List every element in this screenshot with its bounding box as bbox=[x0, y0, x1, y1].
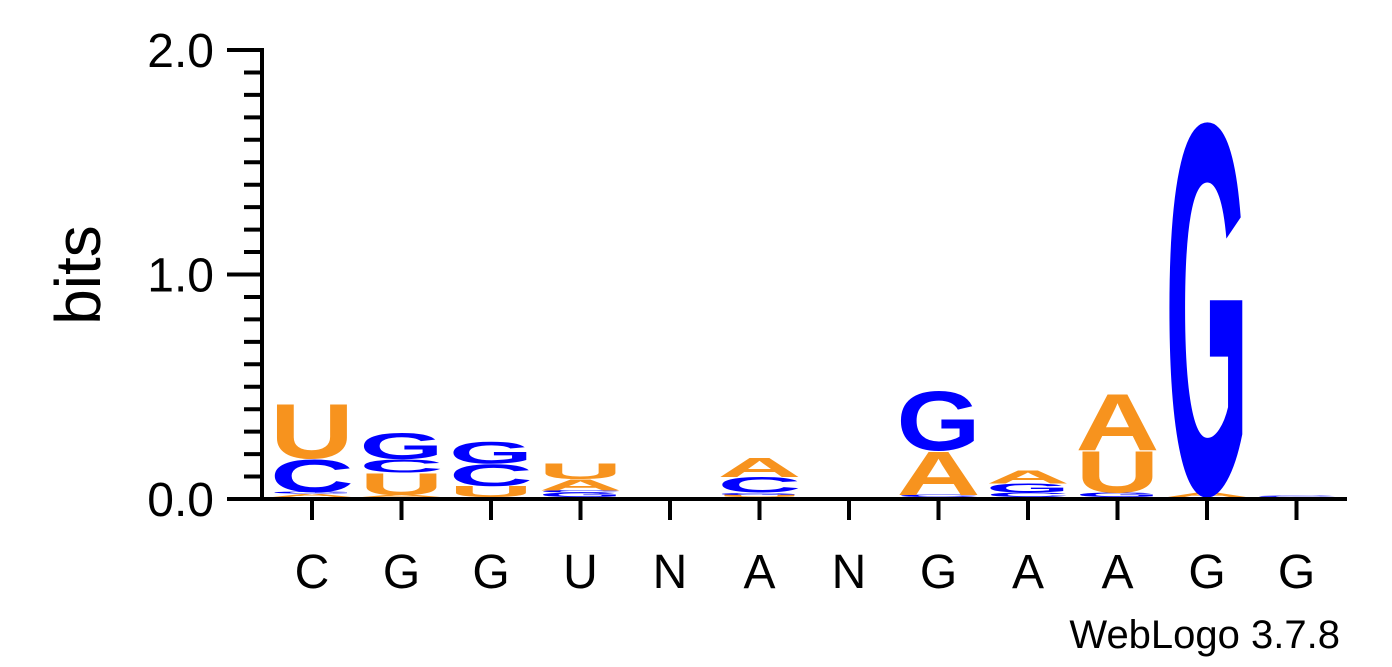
x-tick-label: A bbox=[743, 546, 775, 599]
logo-letter-c: C bbox=[1255, 496, 1339, 498]
logo-letter-g: G bbox=[718, 492, 802, 495]
x-tick-label: A bbox=[1012, 546, 1044, 599]
logo-letter-g: G bbox=[360, 425, 444, 467]
logo-letter-a: A bbox=[897, 439, 981, 508]
x-tick-label: G bbox=[920, 546, 957, 599]
logo-letter-u: U bbox=[718, 494, 802, 497]
logo-letter-g: G bbox=[539, 491, 623, 498]
x-tick-label: N bbox=[653, 546, 688, 599]
x-tick-label: G bbox=[472, 546, 509, 599]
x-tick-label: N bbox=[832, 546, 867, 599]
logo-letter-a: A bbox=[718, 451, 802, 483]
logo-letter-g: G bbox=[897, 373, 981, 468]
logo-letter-u: U bbox=[449, 483, 533, 500]
y-tick-label: 1.0 bbox=[147, 250, 214, 303]
y-tick-label: 2.0 bbox=[147, 25, 214, 78]
y-axis-label: bits bbox=[42, 225, 114, 325]
logo-letter-a: A bbox=[539, 476, 623, 493]
logo-letter-g: G bbox=[449, 435, 533, 470]
logo-letter-u: U bbox=[270, 387, 354, 474]
logo-letter-c: C bbox=[449, 458, 533, 493]
logo-letter-a: A bbox=[360, 494, 444, 497]
logo-letter-a: A bbox=[1076, 377, 1160, 468]
x-tick-label: C bbox=[295, 546, 330, 599]
logo-letter-c: C bbox=[986, 491, 1070, 498]
logo-letter-a: A bbox=[270, 493, 354, 498]
logo-letter-a: A bbox=[986, 467, 1070, 488]
y-ticks: 0.0 1.0 2.0 bbox=[147, 25, 262, 527]
x-tick-label: G bbox=[1278, 546, 1315, 599]
x-tick-label: A bbox=[1101, 546, 1133, 599]
logo-letter-c: C bbox=[897, 494, 981, 497]
logo-letter-u: U bbox=[539, 459, 623, 484]
logo-letter-u: U bbox=[360, 467, 444, 502]
logo-letter-c: C bbox=[270, 450, 354, 502]
logo-letter-g: G bbox=[1076, 491, 1160, 498]
x-tick-label: G bbox=[1188, 546, 1225, 599]
y-tick-label: 0.0 bbox=[147, 474, 214, 527]
logo-letter-g: G bbox=[986, 481, 1070, 495]
x-tick-label: U bbox=[563, 546, 598, 599]
logo-letter-u: U bbox=[1076, 439, 1160, 506]
weblogo-credit: WebLogo 3.7.8 bbox=[1069, 613, 1340, 657]
logo-letter-c: C bbox=[718, 473, 802, 498]
logo-letter-a: A bbox=[1165, 491, 1249, 498]
x-tick-label: G bbox=[383, 546, 420, 599]
logo-letter-c: C bbox=[360, 455, 444, 476]
logo-letter-g: G bbox=[270, 491, 354, 494]
logo-letter-c: C bbox=[539, 490, 623, 493]
